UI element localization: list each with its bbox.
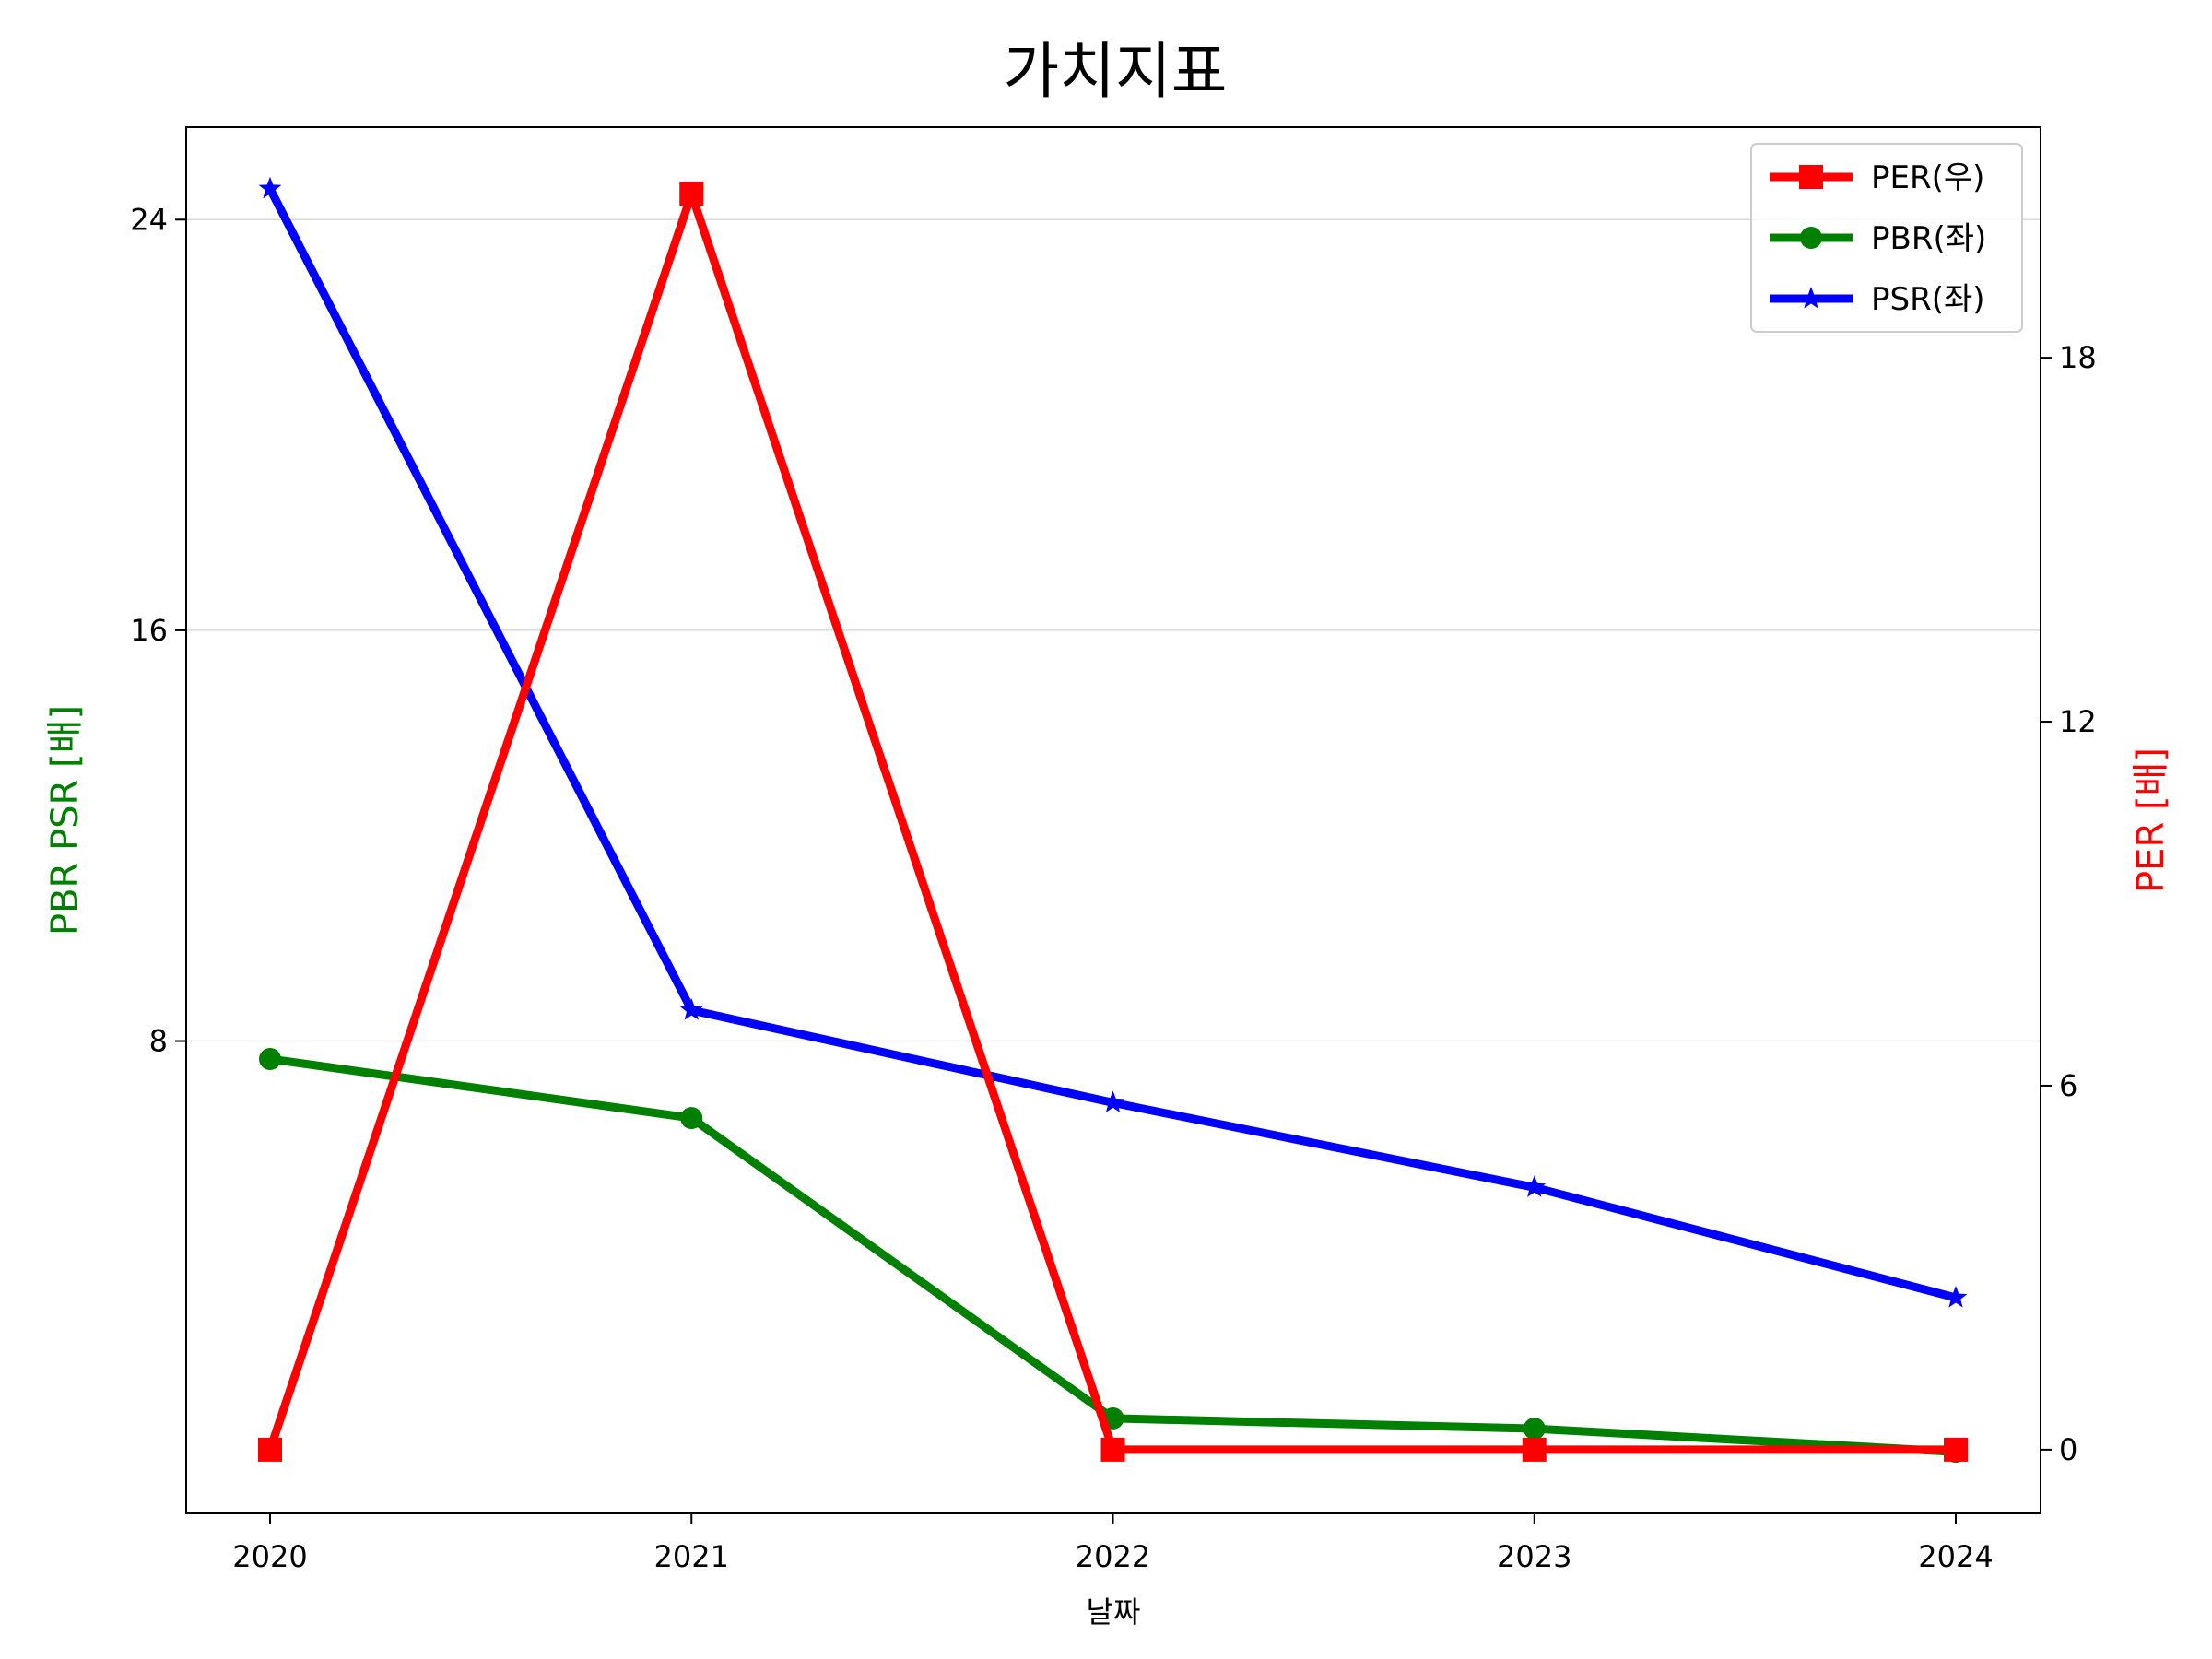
left-y-axis-label: PBR PSR [배] xyxy=(44,705,87,935)
left-y-tick-label: 24 xyxy=(130,202,168,237)
series-psr-point xyxy=(1523,1175,1547,1197)
series-psr-point xyxy=(1944,1286,1968,1308)
series-psr-point xyxy=(679,998,703,1020)
legend-box xyxy=(1750,143,2023,333)
legend-swatch-marker xyxy=(1799,165,1823,189)
right-y-tick-label: 18 xyxy=(2059,340,2097,375)
legend-entry-per: PER(우) xyxy=(1770,159,1984,196)
series-pbr xyxy=(259,1048,1967,1464)
series-psr-line xyxy=(265,186,1958,1302)
right-y-tick-label: 6 xyxy=(2059,1068,2077,1103)
plot-frame xyxy=(185,126,2041,1514)
legend-entry-pbr: PBR(좌) xyxy=(1770,220,1986,257)
legend-swatch-marker xyxy=(1800,227,1822,249)
legend-label: PER(우) xyxy=(1871,159,1984,196)
series-psr-point xyxy=(1101,1090,1124,1112)
legend-swatch-marker xyxy=(1799,287,1823,309)
series-per-point xyxy=(1522,1437,1547,1462)
chart-title: 가치지표 xyxy=(1004,36,1228,107)
series-per xyxy=(258,182,1968,1462)
legend-label: PSR(좌) xyxy=(1871,281,1985,318)
right-y-tick-label: 12 xyxy=(2059,704,2097,739)
legend: PER(우) PBR(좌) PSR(좌) xyxy=(1750,143,2023,333)
right-y-axis: 0 6 12 18 xyxy=(2041,340,2097,1467)
legend-entry-psr: PSR(좌) xyxy=(1770,281,1985,318)
series-pbr-point xyxy=(680,1107,703,1130)
series-per-point xyxy=(1944,1437,1968,1462)
x-tick-label: 2020 xyxy=(232,1539,307,1574)
right-y-axis-label: PER [배] xyxy=(2130,747,2172,893)
x-axis: 2020 2021 2022 2023 2024 xyxy=(232,1513,1994,1574)
x-tick-label: 2023 xyxy=(1497,1539,1571,1574)
series-per-line xyxy=(265,189,1956,1454)
left-y-tick-label: 8 xyxy=(149,1024,168,1059)
series-pbr-point xyxy=(1523,1418,1546,1441)
x-tick-label: 2022 xyxy=(1076,1539,1150,1574)
series-psr xyxy=(258,176,1968,1308)
left-y-tick-label: 16 xyxy=(130,613,168,648)
series-per-point xyxy=(258,1437,282,1462)
right-y-tick-label: 0 xyxy=(2059,1432,2077,1467)
series-pbr-point xyxy=(259,1048,281,1071)
series-psr-point xyxy=(258,176,282,199)
x-tick-label: 2021 xyxy=(654,1539,729,1574)
series-pbr-line xyxy=(269,1054,1957,1456)
grid xyxy=(186,218,2041,1042)
series-layer xyxy=(258,176,1968,1464)
legend-label: PBR(좌) xyxy=(1871,220,1986,257)
x-tick-label: 2024 xyxy=(1918,1539,1993,1574)
x-axis-label: 날짜 xyxy=(1087,1594,1141,1630)
left-y-axis: 8 16 24 xyxy=(130,202,186,1059)
series-per-point xyxy=(1100,1437,1125,1462)
series-per-point xyxy=(679,182,704,206)
